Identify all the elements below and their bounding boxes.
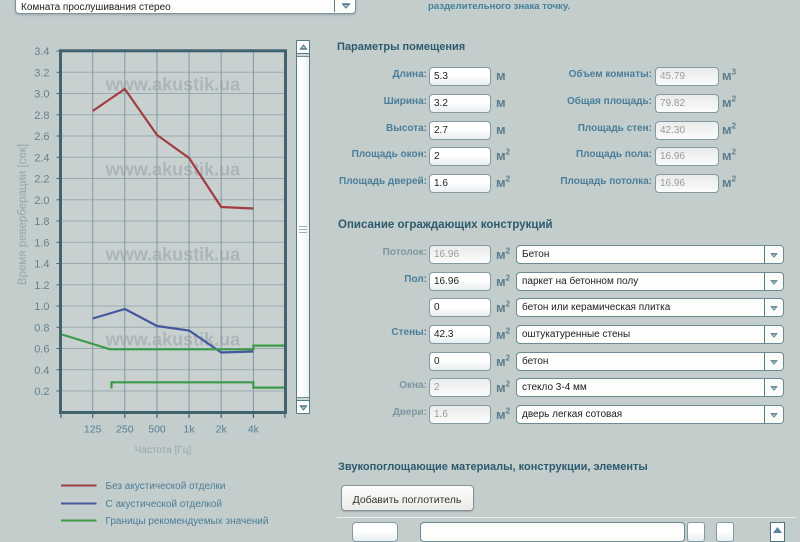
svg-text:Границы рекомендуемых значений: Границы рекомендуемых значений [106, 516, 269, 527]
svg-text:www.akustik.ua: www.akustik.ua [105, 160, 241, 180]
svg-text:3.2: 3.2 [34, 67, 49, 79]
svg-text:Без акустической отделки: Без акустической отделки [106, 481, 226, 492]
svg-text:1.0: 1.0 [34, 301, 49, 313]
svg-text:2k: 2k [216, 424, 228, 436]
svg-text:1.8: 1.8 [34, 216, 49, 228]
svg-text:1.2: 1.2 [34, 280, 49, 292]
svg-text:3.0: 3.0 [34, 89, 49, 101]
svg-text:4k: 4k [248, 424, 260, 436]
svg-text:0.8: 0.8 [34, 322, 49, 334]
svg-text:www.akustik.ua: www.akustik.ua [105, 245, 241, 265]
svg-text:С акустической отделкой: С акустической отделкой [106, 499, 222, 510]
svg-text:1.6: 1.6 [34, 237, 49, 249]
svg-text:3.4: 3.4 [34, 46, 49, 58]
svg-text:www.akustik.ua: www.akustik.ua [105, 330, 241, 350]
svg-text:0.2: 0.2 [34, 386, 49, 398]
svg-text:Время реверберации [сек]: Время реверберации [сек] [17, 144, 29, 285]
svg-text:125: 125 [84, 424, 102, 436]
svg-text:2.4: 2.4 [34, 152, 49, 164]
svg-text:500: 500 [148, 424, 166, 436]
svg-text:Частота [Гц]: Частота [Гц] [135, 445, 192, 456]
svg-text:2.8: 2.8 [34, 110, 49, 122]
svg-text:0.6: 0.6 [34, 344, 49, 356]
svg-text:1.4: 1.4 [34, 259, 49, 271]
svg-text:2.2: 2.2 [34, 174, 49, 186]
svg-text:0.4: 0.4 [34, 365, 49, 377]
svg-text:250: 250 [116, 424, 134, 436]
svg-text:2.0: 2.0 [34, 195, 49, 207]
svg-text:2.6: 2.6 [34, 131, 49, 143]
svg-text:1k: 1k [184, 424, 196, 436]
svg-text:www.akustik.ua: www.akustik.ua [105, 75, 241, 95]
